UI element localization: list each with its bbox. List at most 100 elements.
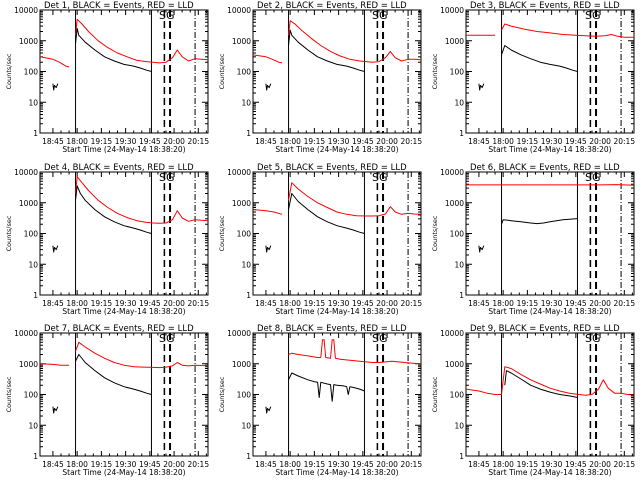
y-tick-label: 100 bbox=[450, 230, 465, 239]
sg-marker-label: SG bbox=[372, 171, 388, 184]
x-tick-label: 20:00 bbox=[163, 137, 185, 146]
y-axis-label: Counts/sec bbox=[431, 376, 439, 412]
x-tick-label: 20:15 bbox=[187, 137, 209, 146]
chart-panel-6: Det 6, BLACK = Events, RED = LLD 1 10 100 10… bbox=[431, 163, 635, 316]
x-tick-label: 20:00 bbox=[376, 137, 398, 146]
x-tick-label: 19:30 bbox=[328, 460, 350, 469]
x-tick-label: 18:00 bbox=[492, 460, 514, 469]
x-tick-label: 18:45 bbox=[42, 460, 64, 469]
y-tick-label: 1 bbox=[33, 452, 38, 461]
y-tick-label: 10 bbox=[28, 421, 38, 430]
series-line-events bbox=[288, 29, 365, 72]
series-line-events bbox=[265, 406, 272, 414]
x-tick-label: 19:15 bbox=[517, 137, 539, 146]
y-tick-label: 1000 bbox=[232, 199, 251, 208]
series-line-events bbox=[478, 245, 485, 253]
chart-panel-2: Det 2, BLACK = Events, RED = LLD 1 10 100 10… bbox=[218, 1, 422, 154]
x-tick-label: 18:45 bbox=[255, 137, 277, 146]
x-tick-label: 20:00 bbox=[163, 299, 185, 308]
x-axis-label: Start Time (24-May-14 18:38:20) bbox=[62, 468, 185, 477]
y-tick-label: 100 bbox=[237, 230, 252, 239]
chart-panel-8: Det 8, BLACK = Events, RED = LLD 1 10 100 10… bbox=[218, 324, 422, 477]
series-line-lld bbox=[466, 184, 635, 186]
y-tick-label: 10000 bbox=[14, 329, 38, 338]
x-tick-label: 18:00 bbox=[279, 137, 301, 146]
plot-frame bbox=[39, 9, 209, 134]
plot-frame bbox=[252, 9, 422, 134]
x-tick-label: 19:15 bbox=[91, 460, 113, 469]
y-axis-label: Counts/sec bbox=[218, 376, 226, 412]
plot-frame bbox=[465, 9, 635, 134]
x-tick-label: 19:15 bbox=[517, 460, 539, 469]
x-tick-label: 19:30 bbox=[115, 460, 137, 469]
x-tick-label: 18:45 bbox=[468, 299, 490, 308]
series-line-events bbox=[288, 193, 365, 234]
series-line-lld bbox=[288, 182, 422, 217]
x-tick-label: 20:00 bbox=[376, 460, 398, 469]
x-tick-label: 18:00 bbox=[66, 299, 88, 308]
y-tick-label: 100 bbox=[24, 230, 39, 239]
y-tick-label: 10000 bbox=[440, 168, 464, 177]
chart-title: Det 6, BLACK = Events, RED = LLD bbox=[470, 163, 620, 173]
chart-panel-4: Det 4, BLACK = Events, RED = LLD 1 10 100 10… bbox=[5, 163, 209, 316]
sg-marker-label: SG bbox=[159, 332, 175, 345]
x-tick-label: 20:00 bbox=[163, 460, 185, 469]
x-tick-label: 20:15 bbox=[187, 299, 209, 308]
x-axis-label: Start Time (24-May-14 18:38:20) bbox=[275, 145, 398, 154]
x-tick-label: 19:15 bbox=[304, 460, 326, 469]
x-tick-label: 18:45 bbox=[255, 460, 277, 469]
y-tick-label: 10 bbox=[241, 260, 251, 269]
y-tick-label: 100 bbox=[24, 391, 39, 400]
y-axis-label: Counts/sec bbox=[218, 53, 226, 89]
x-tick-label: 19:30 bbox=[541, 460, 563, 469]
y-tick-label: 10 bbox=[241, 98, 251, 107]
y-tick-label: 1000 bbox=[19, 199, 38, 208]
x-tick-label: 20:00 bbox=[376, 299, 398, 308]
y-tick-label: 10000 bbox=[440, 6, 464, 15]
x-tick-label: 18:45 bbox=[42, 137, 64, 146]
chart-title: Det 4, BLACK = Events, RED = LLD bbox=[44, 163, 194, 173]
plot-frame bbox=[465, 171, 635, 296]
x-axis-label: Start Time (24-May-14 18:38:20) bbox=[488, 307, 611, 316]
y-tick-label: 1 bbox=[459, 452, 464, 461]
series-line-events bbox=[75, 354, 152, 395]
plot-frame bbox=[465, 332, 635, 457]
x-tick-label: 18:45 bbox=[255, 299, 277, 308]
sg-marker-label: SG bbox=[585, 9, 601, 22]
y-tick-label: 1 bbox=[33, 291, 38, 300]
chart-panel-9: Det 9, BLACK = Events, RED = LLD 1 10 100 10… bbox=[431, 324, 635, 477]
x-tick-label: 19:15 bbox=[91, 137, 113, 146]
y-tick-label: 1 bbox=[459, 129, 464, 138]
series-line-events bbox=[52, 83, 59, 91]
y-tick-label: 100 bbox=[450, 68, 465, 77]
x-tick-label: 18:00 bbox=[279, 299, 301, 308]
series-line-events bbox=[75, 28, 152, 72]
x-tick-label: 18:45 bbox=[42, 299, 64, 308]
y-tick-label: 1000 bbox=[445, 360, 464, 369]
series-line-lld bbox=[39, 56, 70, 68]
x-axis-label: Start Time (24-May-14 18:38:20) bbox=[62, 307, 185, 316]
x-tick-label: 19:30 bbox=[328, 299, 350, 308]
y-axis-label: Counts/sec bbox=[5, 53, 13, 89]
x-tick-label: 19:45 bbox=[139, 137, 161, 146]
chart-title: Det 7, BLACK = Events, RED = LLD bbox=[44, 324, 194, 334]
x-tick-label: 19:45 bbox=[565, 137, 587, 146]
x-tick-label: 19:30 bbox=[328, 137, 350, 146]
chart-panel-5: Det 5, BLACK = Events, RED = LLD 1 10 100 10… bbox=[218, 163, 422, 316]
x-tick-label: 18:00 bbox=[279, 460, 301, 469]
y-tick-label: 100 bbox=[237, 68, 252, 77]
series-line-events bbox=[52, 245, 59, 253]
y-axis-label: Counts/sec bbox=[218, 215, 226, 251]
y-tick-label: 1 bbox=[459, 291, 464, 300]
chart-panel-1: Det 1, BLACK = Events, RED = LLD 1 10 100 10… bbox=[5, 1, 209, 154]
x-tick-label: 20:00 bbox=[589, 299, 611, 308]
y-tick-label: 10000 bbox=[440, 329, 464, 338]
x-tick-label: 20:15 bbox=[400, 299, 422, 308]
x-tick-label: 19:45 bbox=[352, 299, 374, 308]
x-tick-label: 18:45 bbox=[468, 137, 490, 146]
y-tick-label: 10 bbox=[454, 260, 464, 269]
x-tick-label: 18:00 bbox=[492, 299, 514, 308]
x-tick-label: 19:45 bbox=[565, 299, 587, 308]
x-tick-label: 20:15 bbox=[613, 137, 635, 146]
